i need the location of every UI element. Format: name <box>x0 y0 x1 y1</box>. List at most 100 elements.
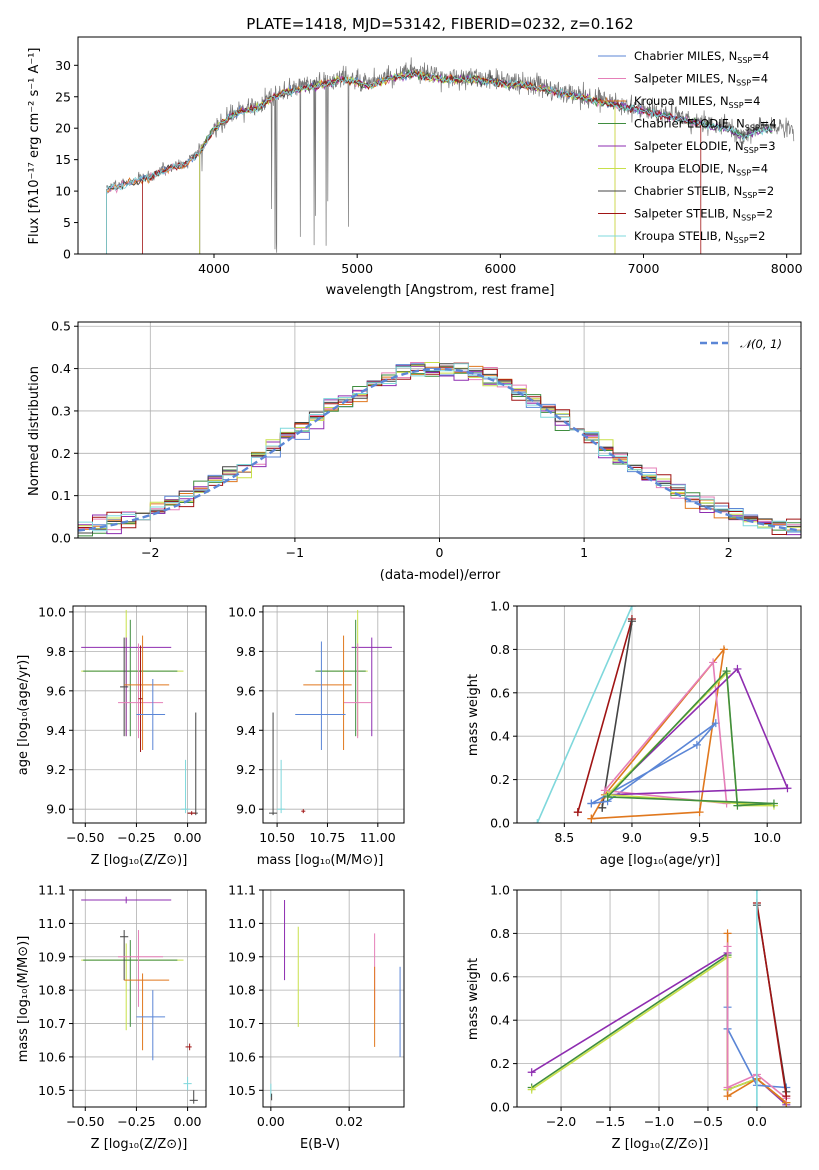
massweight-vs-age-marker-2-1 <box>627 617 636 626</box>
age-vs-z-ylabel: age [log₁₀(age/yr)] <box>16 655 31 776</box>
massweight-vs-z-xtick-label-1: −1.5 <box>595 1114 625 1129</box>
mass-vs-ebv-axes-frame <box>262 889 405 1108</box>
spectrum-marks <box>106 57 795 254</box>
spectrum-xtick-label-0: 4000 <box>198 261 230 276</box>
residuals-xtick-label-3: 1 <box>580 545 588 560</box>
age-vs-z-ytick-label-5: 10.0 <box>38 604 66 619</box>
spectrum-ylabel: Flux [fλ10⁻¹⁷ erg cm⁻² s⁻¹ A⁻¹] <box>27 48 42 245</box>
massweight-vs-z-xlabel: Z [log₁₀(Z/Z⊙)] <box>612 1137 709 1152</box>
residuals-ytick-label-2: 0.2 <box>51 446 71 461</box>
massweight-vs-age-ytick-label-0: 0.0 <box>490 816 510 831</box>
mass-vs-z-xlabel: Z [log₁₀(Z/Z⊙)] <box>91 1137 188 1152</box>
age-vs-mass-point-8 <box>301 809 306 814</box>
age-vs-z-panel: −0.50 −0.25 0.00 9.0 9.2 9.4 9.6 9.8 10.0 <box>38 604 207 845</box>
massweight-vs-age-series-kroupa-stelib <box>533 606 636 823</box>
massweight-vs-age-marker-5-1 <box>709 658 718 667</box>
age-vs-z-point-3 <box>120 637 129 737</box>
mass-vs-ebv-ytick-label-1: 10.6 <box>228 1049 256 1064</box>
age-vs-z-marks <box>81 609 198 816</box>
mass-vs-ebv-marks <box>270 900 401 1101</box>
massweight-vs-z-marker-3-1 <box>723 1092 732 1101</box>
residuals-panel: −2 −1 0 1 2 0.0 0.1 0.2 0.3 0.4 0.5 𝒩(0, 1) <box>51 319 802 560</box>
mass-vs-z-xtick-label-1: −0.25 <box>117 1114 155 1129</box>
massweight-vs-z-marker-5-1 <box>723 1083 732 1092</box>
model-spectrum-kroupa-stelib <box>106 70 773 254</box>
age-vs-z-xtick-label-1: −0.25 <box>117 830 155 845</box>
massweight-vs-z-ytick-label-1: 0.2 <box>490 1056 510 1071</box>
mass-vs-ebv-ytick-label-4: 10.9 <box>228 949 256 964</box>
mass-vs-ebv-xtick-label-0: 0.00 <box>257 1114 285 1129</box>
massweight-vs-age-xtick-label-2: 9.5 <box>690 830 710 845</box>
massweight-vs-age-ytick-label-3: 0.6 <box>490 685 510 700</box>
age-vs-z-ytick-label-0: 9.0 <box>46 802 66 817</box>
massweight-vs-age-line-0 <box>536 606 633 823</box>
massweight-vs-z-marks <box>527 890 791 1107</box>
massweight-vs-age-xtick-label-3: 10.0 <box>753 830 781 845</box>
age-vs-mass-xtick-label-1: 10.75 <box>310 830 346 845</box>
mass-vs-z-ytick-label-1: 10.6 <box>38 1049 66 1064</box>
massweight-vs-age-marker-3-1 <box>695 808 704 817</box>
massweight-vs-age-series-chabrier-elodie <box>603 667 778 810</box>
mass-vs-ebv-panel: 0.00 0.02 10.5 10.6 10.7 10.8 10.9 11.0 11.1 <box>228 883 405 1129</box>
age-vs-mass-ytick-label-3: 9.6 <box>236 683 256 698</box>
age-vs-mass-point-7 <box>277 759 286 814</box>
mass-vs-ebv-ytick-label-6: 11.1 <box>228 883 256 898</box>
age-vs-mass-ytick-label-1: 9.2 <box>236 762 256 777</box>
spectrum-ytick-label-4: 20 <box>55 121 71 136</box>
spectrum-xtick-label-3: 7000 <box>628 261 660 276</box>
massweight-vs-z-line-7 <box>756 902 788 1097</box>
legend-label-kroupa-stelib: Kroupa STELIB, NSSP=2 <box>634 229 765 245</box>
legend-label-kroupa-elodie: Kroupa ELODIE, NSSP=4 <box>634 162 768 178</box>
mass-vs-ebv-xtick-label-1: 0.02 <box>335 1114 363 1129</box>
age-vs-mass-point-6 <box>269 712 278 816</box>
mass-vs-z-point-4 <box>118 930 164 1007</box>
massweight-vs-age-ytick-label-1: 0.2 <box>490 772 510 787</box>
mass-vs-z-ytick-label-3: 10.8 <box>38 983 66 998</box>
massweight-vs-age-marker-0-0 <box>533 819 542 823</box>
massweight-vs-z-ytick-label-4: 0.8 <box>490 926 510 941</box>
age-vs-mass-ytick-label-2: 9.4 <box>236 723 256 738</box>
age-vs-mass-panel: 10.50 10.75 11.00 9.0 9.2 9.4 9.6 9.8 10.0 <box>228 604 405 845</box>
massweight-vs-age-marker-6-2 <box>783 784 792 793</box>
residuals-xtick-label-2: 0 <box>436 545 444 560</box>
mass-vs-z-xtick-label-2: 0.00 <box>174 1114 202 1129</box>
mass-vs-z-ytick-label-0: 10.5 <box>38 1083 66 1098</box>
age-vs-z-point-6 <box>138 645 143 752</box>
spectrum-panel: 4000 5000 6000 7000 8000 0 5 10 15 20 25 30 Chabrier… <box>55 36 803 276</box>
mass-vs-ebv-ytick-label-3: 10.8 <box>228 983 256 998</box>
massweight-vs-z-ytick-label-0: 0.0 <box>490 1100 510 1115</box>
massweight-vs-z-xtick-label-0: −2.0 <box>546 1114 576 1129</box>
legend-label-salpeter-stelib: Salpeter STELIB, NSSP=2 <box>634 207 773 223</box>
age-vs-z-ytick-label-3: 9.6 <box>46 683 66 698</box>
massweight-vs-age-series-salpeter-miles <box>600 658 731 808</box>
mass-vs-z-xtick-label-0: −0.50 <box>66 1114 104 1129</box>
age-vs-z-point-10 <box>187 811 196 816</box>
massweight-vs-age-marker-3-4 <box>587 814 596 823</box>
legend-label-salpeter-elodie: Salpeter ELODIE, NSSP=3 <box>634 139 776 155</box>
age-vs-z-axes-frame <box>72 605 207 824</box>
residual-histogram-kroupa-stelib <box>78 363 801 532</box>
massweight-vs-age-marker-8-4 <box>603 792 612 801</box>
massweight-vs-age-panel: 8.5 9.0 9.5 10.0 0.0 0.2 0.4 0.6 0.8 1.0 <box>490 599 802 845</box>
massweight-vs-age-ytick-label-4: 0.8 <box>490 642 510 657</box>
residuals-xtick-label-4: 2 <box>725 545 733 560</box>
age-vs-z-xlabel: Z [log₁₀(Z/Z⊙)] <box>91 853 188 868</box>
massweight-vs-age-line-5 <box>604 660 728 805</box>
residuals-xtick-label-0: −2 <box>141 545 159 560</box>
age-vs-z-ytick-label-4: 9.8 <box>46 644 66 659</box>
massweight-vs-age-marker-6-1 <box>733 664 742 673</box>
age-vs-mass-axes-frame <box>262 605 405 824</box>
age-vs-z-ytick-label-2: 9.4 <box>46 723 66 738</box>
massweight-vs-age-marker-2-2 <box>598 803 607 812</box>
massweight-vs-age-marker-4-4 <box>587 799 596 808</box>
mass-vs-z-ylabel: mass [log₁₀(M/M⊙)] <box>16 936 31 1063</box>
age-vs-z-point-5 <box>124 635 170 751</box>
mass-vs-z-point-2 <box>83 940 178 1027</box>
massweight-vs-z-line-5 <box>726 946 787 1099</box>
mass-vs-ebv-xlabel: E(B-V) <box>300 1137 340 1152</box>
age-vs-z-ytick-label-1: 9.2 <box>46 762 66 777</box>
massweight-vs-age-marker-8-1 <box>722 667 731 676</box>
residuals-ytick-label-1: 0.1 <box>51 488 71 503</box>
residuals-marks <box>77 362 802 537</box>
spectrum-ytick-label-2: 10 <box>55 184 71 199</box>
